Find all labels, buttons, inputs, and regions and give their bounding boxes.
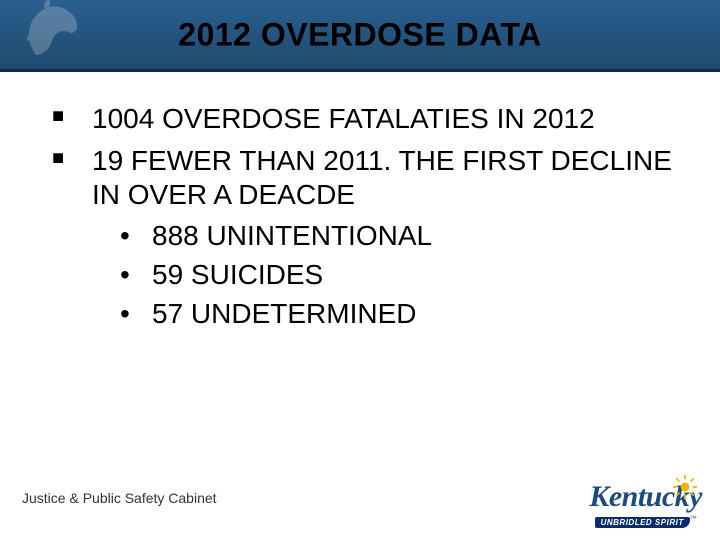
title-band: 2012 OVERDOSE DATA (0, 0, 720, 72)
kentucky-logo: Kentucky UNBRIDLED SPIRIT™ (589, 480, 702, 532)
brand-tagline: UNBRIDLED SPIRIT (595, 517, 690, 528)
sub-bullet-item: 888 UNINTENTIONAL (92, 218, 680, 253)
sub-bullet-text: 888 UNINTENTIONAL (152, 220, 432, 251)
footer: Justice & Public Safety Cabinet (0, 464, 720, 540)
sub-bullet-item: 57 UNDETERMINED (92, 296, 680, 331)
horse-head-icon (8, 0, 98, 64)
trademark: ™ (690, 516, 697, 523)
page-title: 2012 OVERDOSE DATA (178, 16, 541, 53)
bullet-item: 19 FEWER THAN 2011. THE FIRST DECLINE IN… (40, 144, 680, 331)
sub-bullet-text: 57 UNDETERMINED (152, 298, 416, 329)
content-area: 1004 OVERDOSE FATALATIES IN 2012 19 FEWE… (0, 72, 720, 331)
slide: 2012 OVERDOSE DATA 1004 OVERDOSE FATALAT… (0, 0, 720, 540)
bullet-text: 19 FEWER THAN 2011. THE FIRST DECLINE IN… (92, 145, 672, 210)
bullet-text: 1004 OVERDOSE FATALATIES IN 2012 (92, 103, 595, 134)
sub-bullet-item: 59 SUICIDES (92, 257, 680, 292)
sun-icon (672, 474, 698, 500)
bullet-item: 1004 OVERDOSE FATALATIES IN 2012 (40, 102, 680, 136)
footer-text: Justice & Public Safety Cabinet (22, 490, 217, 506)
sub-bullet-text: 59 SUICIDES (152, 259, 323, 290)
